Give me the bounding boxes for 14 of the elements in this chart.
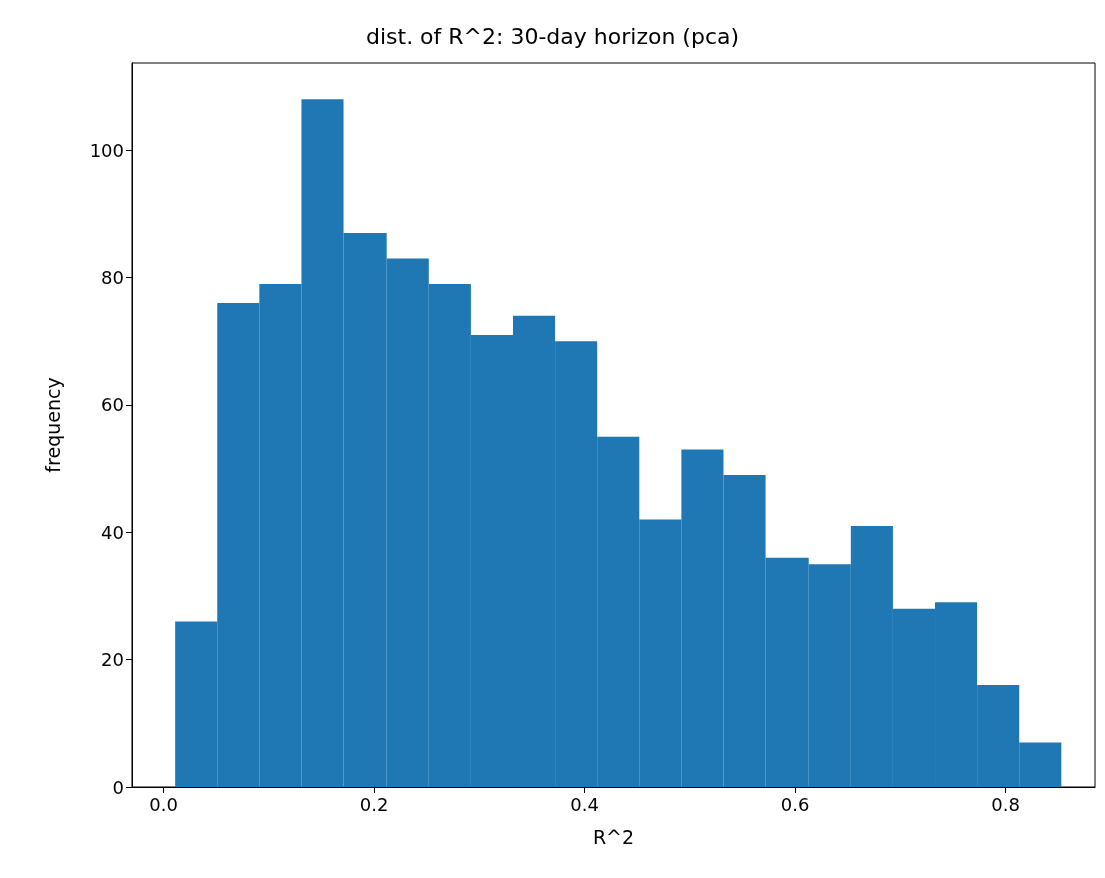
y-tick-label: 40 [101,521,124,543]
x-tick-label: 0.0 [149,793,178,815]
y-tick-label: 20 [101,649,124,671]
y-tick-label: 100 [89,139,124,161]
y-tick-label: 60 [101,394,124,416]
x-tick-label: 0.6 [780,793,810,815]
chart-title: dist. of R^2: 30-day horizon (pca) [365,23,740,49]
y-tick-label: 80 [101,267,124,289]
y-tick-label: 0 [112,776,124,798]
x-tick-label: 0.2 [359,793,389,815]
y-axis-title: frequency [41,377,64,473]
x-tick-label: 0.4 [570,793,599,815]
x-axis-title: R^2 [592,825,635,848]
x-tick-label: 0.8 [991,793,1020,815]
